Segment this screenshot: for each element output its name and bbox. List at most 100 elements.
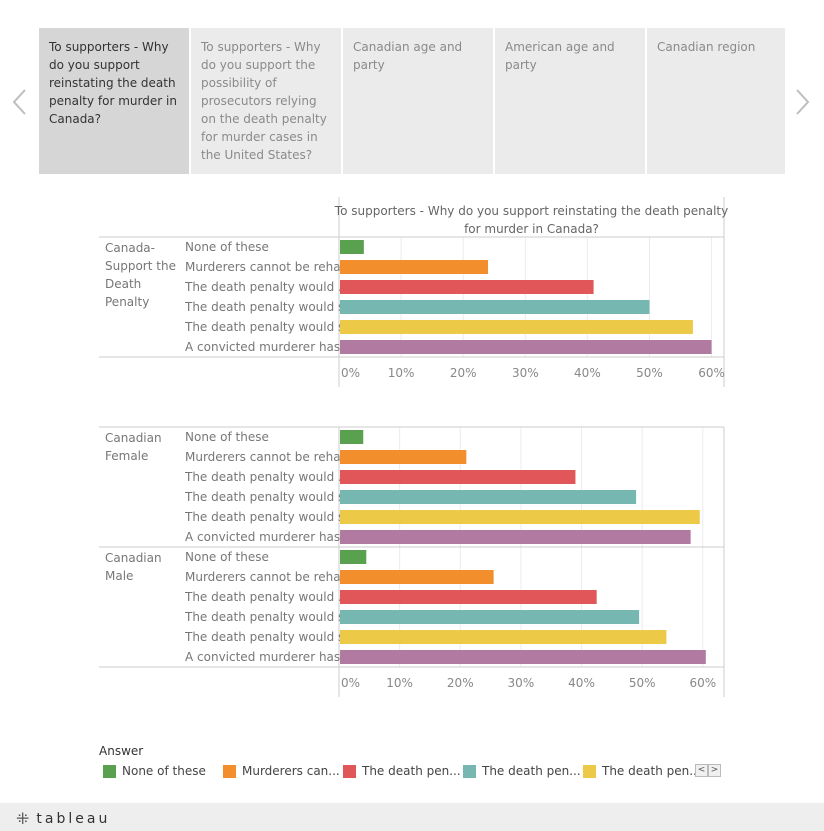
- bar: [340, 530, 691, 544]
- x-tick-label: 40%: [568, 676, 595, 690]
- story-tab-4-label: American age and party: [505, 40, 615, 72]
- bar: [340, 490, 637, 504]
- category-label: Murderers cannot be reha..: [185, 260, 348, 274]
- chart-1: To supporters - Why do you support reins…: [99, 197, 728, 387]
- tableau-logo[interactable]: ⁜ tableau: [16, 809, 110, 828]
- category-label: The death penalty would s..: [184, 490, 352, 504]
- next-arrow[interactable]: [792, 88, 812, 116]
- prev-arrow[interactable]: [10, 88, 30, 116]
- legend-item[interactable]: The death pen...: [343, 764, 461, 778]
- bar: [340, 280, 594, 294]
- legend-item[interactable]: The death pen...: [463, 764, 581, 778]
- category-label: Murderers cannot be reha..: [185, 570, 348, 584]
- legend-next-button[interactable]: >: [708, 764, 721, 777]
- x-tick-label: 10%: [386, 676, 413, 690]
- bar: [340, 470, 576, 484]
- panel-label-line: Death: [105, 277, 141, 291]
- legend-prev-button[interactable]: <: [695, 764, 708, 777]
- category-label: The death penalty would s..: [184, 320, 352, 334]
- bar: [340, 300, 650, 314]
- bar: [340, 450, 467, 464]
- bar: [340, 240, 364, 254]
- bar: [340, 320, 693, 334]
- story-tab-2[interactable]: To supporters - Why do you support the p…: [191, 28, 341, 174]
- category-label: The death penalty would ..: [184, 280, 346, 294]
- x-tick-label: 60%: [698, 366, 725, 380]
- category-label: The death penalty would s..: [184, 510, 352, 524]
- story-tab-3-label: Canadian age and party: [353, 40, 463, 72]
- category-label: None of these: [185, 430, 269, 444]
- bar: [340, 650, 706, 664]
- story-tab-5-label: Canadian region: [657, 40, 756, 54]
- x-tick-label: 20%: [450, 366, 477, 380]
- category-label: The death penalty would s..: [184, 300, 352, 314]
- x-tick-label: 60%: [689, 676, 716, 690]
- x-tick-label: 50%: [636, 366, 663, 380]
- category-label: None of these: [185, 550, 269, 564]
- legend-label: The death pen...: [482, 764, 581, 778]
- legend-swatch: [223, 764, 236, 778]
- legend-items: The death pen... The death pen... The deat…: [99, 764, 729, 784]
- x-tick-label: 30%: [508, 676, 535, 690]
- story-tab-3[interactable]: Canadian age and party: [343, 28, 493, 174]
- bar: [340, 430, 364, 444]
- category-label: None of these: [185, 240, 269, 254]
- legend-label: The death pen...: [362, 764, 461, 778]
- chart-title-line-1: To supporters - Why do you support reins…: [334, 204, 728, 218]
- panel-label-line: Canada-: [105, 241, 155, 255]
- bar: [340, 630, 667, 644]
- legend-label: Murderers can...: [242, 764, 340, 778]
- legend-item[interactable]: None of these: [103, 764, 206, 778]
- category-label: A convicted murderer has ..: [185, 650, 352, 664]
- x-tick-label: 10%: [388, 366, 415, 380]
- x-tick-label: 0%: [341, 366, 360, 380]
- legend-item[interactable]: The death pen...: [583, 764, 701, 778]
- x-tick-label: 20%: [447, 676, 474, 690]
- bar: [340, 510, 700, 524]
- legend-title: Answer: [99, 744, 144, 758]
- category-label: The death penalty would ..: [184, 470, 346, 484]
- story-tab-5[interactable]: Canadian region: [647, 28, 785, 174]
- story-tab-1[interactable]: To supporters - Why do you support reins…: [39, 28, 189, 174]
- legend: Answer The death pen... The death pen... T…: [99, 744, 729, 784]
- bar: [340, 260, 489, 274]
- panel-label-line: Penalty: [105, 295, 149, 309]
- category-label: Murderers cannot be reha..: [185, 450, 348, 464]
- legend-swatch: [463, 764, 476, 778]
- bar: [340, 610, 640, 624]
- panel-label-line: Canadian: [105, 551, 162, 565]
- bar: [340, 570, 494, 584]
- legend-swatch: [343, 764, 356, 778]
- panel-label-line: Male: [105, 569, 133, 583]
- legend-pager: < >: [695, 764, 721, 777]
- chart-title-line-2: for murder in Canada?: [464, 222, 599, 236]
- panel-label-line: Female: [105, 449, 148, 463]
- category-label: The death penalty would ..: [184, 590, 346, 604]
- story-tab-1-label: To supporters - Why do you support reins…: [49, 40, 177, 126]
- bar: [340, 550, 367, 564]
- category-label: The death penalty would s..: [184, 630, 352, 644]
- story-tabs: To supporters - Why do you support reins…: [39, 28, 785, 174]
- x-tick-label: 30%: [512, 366, 539, 380]
- bar: [340, 590, 597, 604]
- legend-label: None of these: [122, 764, 206, 778]
- bar-chart: To supporters - Why do you support reins…: [99, 197, 728, 697]
- tableau-logo-icon: ⁜: [16, 809, 33, 828]
- x-tick-label: 0%: [341, 676, 360, 690]
- legend-item[interactable]: Murderers can...: [223, 764, 340, 778]
- x-tick-label: 40%: [574, 366, 601, 380]
- x-tick-label: 50%: [629, 676, 656, 690]
- story-tab-4[interactable]: American age and party: [495, 28, 645, 174]
- category-label: The death penalty would s..: [184, 610, 352, 624]
- legend-label: The death pen...: [602, 764, 701, 778]
- chevron-right-icon: [796, 89, 810, 115]
- story-tab-2-label: To supporters - Why do you support the p…: [201, 40, 327, 162]
- legend-swatch: [103, 764, 116, 778]
- panel-label-line: Canadian: [105, 431, 162, 445]
- legend-swatch: [583, 764, 596, 778]
- chevron-left-icon: [12, 89, 26, 115]
- logo-text: tableau: [36, 810, 111, 827]
- panel-label-line: Support the: [105, 259, 176, 273]
- chart-2: Canadian Female None of these Murderers can…: [99, 426, 725, 697]
- category-label: A convicted murderer has ..: [185, 340, 352, 354]
